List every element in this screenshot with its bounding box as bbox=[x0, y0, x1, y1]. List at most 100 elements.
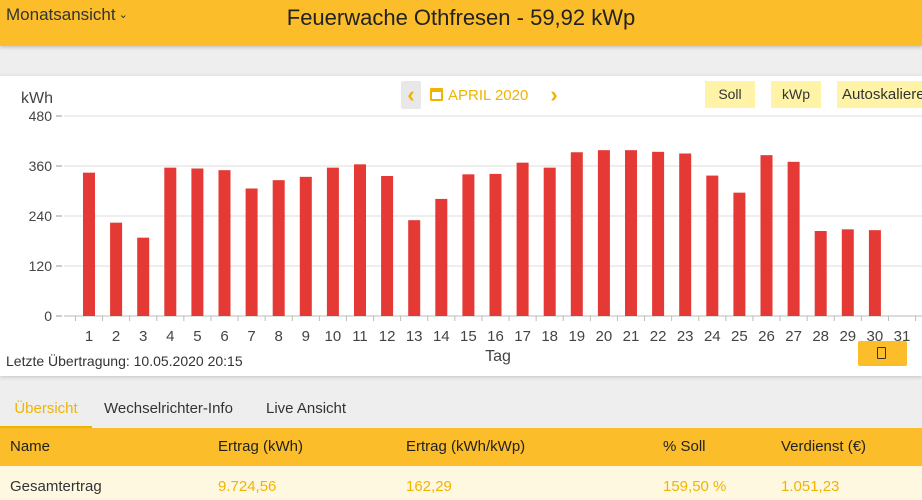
x-tick-label: 23 bbox=[677, 328, 694, 345]
bar-day-6 bbox=[218, 170, 231, 316]
bar-day-25 bbox=[733, 192, 746, 316]
x-tick-label: 3 bbox=[139, 328, 147, 345]
y-tick-label: 240 bbox=[29, 208, 53, 224]
bar-day-21 bbox=[625, 150, 637, 316]
page-title: Feuerwache Othfresen - 59,92 kWp bbox=[286, 5, 636, 30]
tab-inverter-info[interactable]: Wechselrichter-Info bbox=[104, 400, 233, 417]
bar-day-22 bbox=[652, 151, 665, 316]
table-header: Name Ertrag (kWh) Ertrag (kWh/kWp) % Sol… bbox=[0, 428, 922, 466]
bar-day-15 bbox=[462, 174, 475, 316]
export-button[interactable] bbox=[858, 341, 907, 366]
top-bar: Monatsansicht ⌄ Feuerwache Othfresen - 59… bbox=[0, 0, 922, 46]
x-tick-label: 25 bbox=[731, 328, 748, 345]
chevron-right-icon: › bbox=[550, 82, 558, 107]
x-tick-label: 1 bbox=[85, 328, 93, 345]
bar-day-17 bbox=[516, 162, 529, 316]
x-tick-label: 2 bbox=[112, 328, 120, 345]
export-file-icon bbox=[877, 347, 886, 359]
x-tick-label: 14 bbox=[433, 328, 450, 345]
bar-day-23 bbox=[679, 153, 692, 316]
x-tick-label: 20 bbox=[596, 328, 613, 345]
col-yield-header: Ertrag (kWh) bbox=[218, 438, 304, 455]
table-row: Gesamtertrag 9.724,56 162,29 159,50 % 1.… bbox=[0, 466, 922, 500]
bar-day-19 bbox=[570, 152, 583, 316]
x-tick-label: 29 bbox=[839, 328, 856, 345]
col-yield-per-kwp-header: Ertrag (kWh/kWp) bbox=[406, 438, 526, 455]
x-tick-label: 11 bbox=[352, 328, 368, 345]
bar-day-3 bbox=[137, 237, 150, 316]
col-earnings-header: Verdienst (€) bbox=[781, 438, 867, 455]
bar-day-8 bbox=[272, 180, 285, 316]
x-tick-label: 7 bbox=[247, 328, 255, 345]
bar-day-13 bbox=[408, 220, 421, 316]
calendar-icon bbox=[430, 88, 443, 101]
soll-toggle-button[interactable]: Soll bbox=[705, 81, 755, 108]
bar-day-29 bbox=[841, 229, 854, 316]
x-tick-label: 16 bbox=[487, 328, 504, 345]
x-tick-label: 8 bbox=[275, 328, 283, 345]
bar-day-18 bbox=[543, 167, 556, 316]
month-text: APRIL 2020 bbox=[448, 87, 529, 104]
x-tick-label: 22 bbox=[650, 328, 667, 345]
tab-bar: Übersicht Wechselrichter-Info Live Ansic… bbox=[0, 392, 922, 428]
bar-day-7 bbox=[245, 188, 258, 316]
bar-day-5 bbox=[191, 168, 204, 316]
x-tick-label: 24 bbox=[704, 328, 721, 345]
y-axis-label: kWh bbox=[21, 90, 53, 107]
x-tick-label: 12 bbox=[379, 328, 396, 345]
month-label[interactable]: APRIL 2020 bbox=[430, 87, 528, 104]
x-tick-label: 27 bbox=[785, 328, 802, 345]
cell-name: Gesamtertrag bbox=[10, 478, 102, 495]
y-tick-label: 360 bbox=[29, 158, 53, 174]
x-tick-label: 19 bbox=[568, 328, 585, 345]
cell-percent-target: 159,50 % bbox=[663, 478, 727, 495]
bar-day-20 bbox=[597, 150, 610, 316]
last-transfer-status: Letzte Übertragung: 10.05.2020 20:15 bbox=[6, 353, 243, 369]
bar-day-9 bbox=[299, 176, 312, 316]
autoscale-button[interactable]: Autoskalieren bbox=[837, 81, 922, 108]
bar-day-10 bbox=[326, 167, 339, 316]
x-tick-label: 13 bbox=[406, 328, 423, 345]
next-month-button[interactable]: › bbox=[544, 81, 564, 109]
bar-day-30 bbox=[868, 230, 881, 316]
x-tick-label: 15 bbox=[460, 328, 477, 345]
prev-month-button[interactable]: ‹ bbox=[401, 81, 421, 109]
chevron-down-icon: ⌄ bbox=[118, 9, 128, 21]
y-tick-label: 120 bbox=[29, 258, 53, 274]
bar-day-1 bbox=[83, 172, 95, 316]
bar-day-2 bbox=[110, 222, 123, 316]
x-tick-label: 28 bbox=[812, 328, 829, 345]
tab-overview[interactable]: Übersicht bbox=[0, 392, 92, 428]
view-mode-dropdown[interactable]: Monatsansicht ⌄ bbox=[6, 5, 128, 25]
x-tick-label: 31 bbox=[894, 328, 911, 345]
bar-day-26 bbox=[760, 155, 773, 316]
x-tick-label: 26 bbox=[758, 328, 775, 345]
x-tick-label: 21 bbox=[623, 328, 640, 345]
bar-day-16 bbox=[489, 173, 502, 316]
cell-yield-per-kwp: 162,29 bbox=[406, 478, 452, 495]
x-tick-label: 4 bbox=[166, 328, 174, 345]
chart-bars bbox=[83, 150, 881, 316]
cell-yield: 9.724,56 bbox=[218, 478, 277, 495]
kwp-toggle-button[interactable]: kWp bbox=[771, 81, 821, 108]
x-tick-label: 17 bbox=[514, 328, 531, 345]
chevron-left-icon: ‹ bbox=[407, 82, 415, 107]
y-tick-label: 0 bbox=[44, 308, 52, 324]
bar-day-11 bbox=[354, 164, 366, 316]
bar-day-4 bbox=[164, 167, 177, 316]
bar-day-12 bbox=[381, 176, 394, 316]
x-tick-label: 30 bbox=[867, 328, 884, 345]
x-axis-label: Tag bbox=[485, 348, 511, 365]
bar-day-27 bbox=[787, 161, 800, 316]
col-name-header: Name bbox=[10, 438, 51, 455]
tab-live-view[interactable]: Live Ansicht bbox=[266, 400, 347, 417]
y-tick-label: 480 bbox=[29, 108, 53, 124]
bar-day-14 bbox=[435, 198, 448, 316]
x-tick-label: 5 bbox=[193, 328, 201, 345]
view-mode-label: Monatsansicht bbox=[6, 5, 116, 24]
x-tick-label: 10 bbox=[325, 328, 342, 345]
cell-earnings: 1.051,23 bbox=[781, 478, 840, 495]
x-tick-label: 18 bbox=[541, 328, 558, 345]
